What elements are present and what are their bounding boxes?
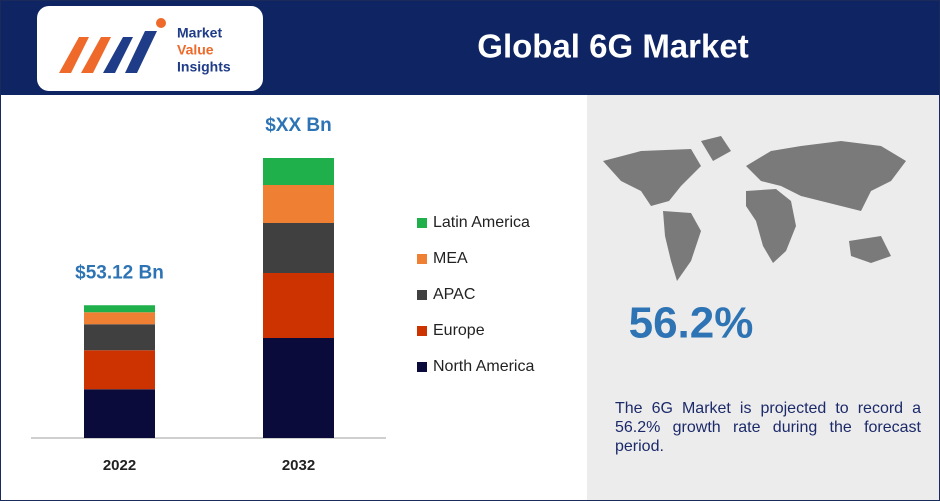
page-title: Global 6G Market bbox=[477, 28, 748, 65]
logo-text: Insights bbox=[177, 59, 231, 75]
logo-text: Market bbox=[177, 25, 222, 41]
bar-segment bbox=[84, 312, 155, 325]
legend-swatch bbox=[417, 218, 427, 228]
bar-segment bbox=[84, 389, 155, 438]
legend-label: North America bbox=[433, 358, 534, 375]
bar-segment bbox=[263, 185, 334, 223]
cagr-value: 56.2% bbox=[629, 299, 754, 348]
bar-segment bbox=[84, 324, 155, 351]
bar-segment bbox=[84, 305, 155, 313]
description: The 6G Market is projected to record a 5… bbox=[615, 400, 921, 455]
legend-label: Latin America bbox=[433, 214, 530, 231]
legend-label: MEA bbox=[433, 250, 468, 267]
total-label: $53.12 Bn bbox=[75, 262, 164, 283]
bar-segment bbox=[263, 223, 334, 273]
legend-swatch bbox=[417, 290, 427, 300]
logo-mark bbox=[59, 18, 166, 73]
logo-text: Value bbox=[177, 42, 214, 58]
logo-box bbox=[37, 6, 263, 91]
x-tick-label: 2032 bbox=[282, 457, 315, 474]
legend-swatch bbox=[417, 254, 427, 264]
legend-label: Europe bbox=[433, 322, 485, 339]
total-label: $XX Bn bbox=[265, 115, 332, 136]
legend-label: APAC bbox=[433, 286, 475, 303]
x-tick-label: 2022 bbox=[103, 457, 136, 474]
legend-swatch bbox=[417, 326, 427, 336]
bar-segment bbox=[263, 158, 334, 185]
legend-swatch bbox=[417, 362, 427, 372]
bar-segment bbox=[263, 338, 334, 438]
bar-segment bbox=[263, 273, 334, 338]
bar-segment bbox=[84, 350, 155, 390]
world-map bbox=[603, 136, 906, 281]
